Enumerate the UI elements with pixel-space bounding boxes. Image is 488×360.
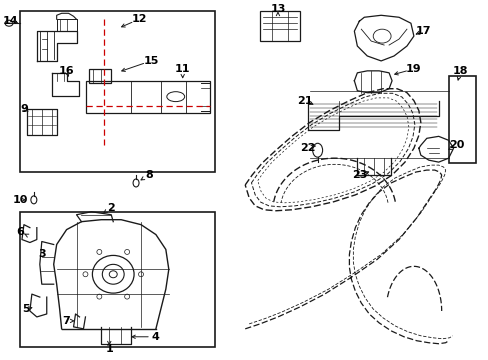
Text: 3: 3 <box>38 249 45 260</box>
Text: 9: 9 <box>20 104 28 113</box>
Text: 22: 22 <box>299 143 315 153</box>
Text: 5: 5 <box>22 304 30 314</box>
Text: 21: 21 <box>296 96 312 105</box>
Text: 8: 8 <box>145 170 153 180</box>
Text: 13: 13 <box>270 4 285 14</box>
Text: 15: 15 <box>143 56 158 66</box>
Text: 2: 2 <box>107 203 115 213</box>
Text: 17: 17 <box>415 26 431 36</box>
Bar <box>260 11 299 41</box>
Text: 23: 23 <box>351 170 366 180</box>
Bar <box>89 69 111 83</box>
Text: 7: 7 <box>62 316 70 326</box>
Text: 4: 4 <box>152 332 160 342</box>
Text: 16: 16 <box>59 66 74 76</box>
Text: 14: 14 <box>2 16 18 26</box>
Bar <box>20 212 215 347</box>
Bar <box>20 11 215 172</box>
Text: 18: 18 <box>452 66 468 76</box>
Text: 12: 12 <box>131 14 146 24</box>
Text: 20: 20 <box>448 140 463 150</box>
Bar <box>447 76 475 163</box>
Text: 11: 11 <box>175 64 190 74</box>
Text: 19: 19 <box>405 64 421 74</box>
Text: 10: 10 <box>12 195 28 205</box>
Text: 6: 6 <box>16 226 24 237</box>
Text: 1: 1 <box>105 344 113 354</box>
Bar <box>86 81 210 113</box>
